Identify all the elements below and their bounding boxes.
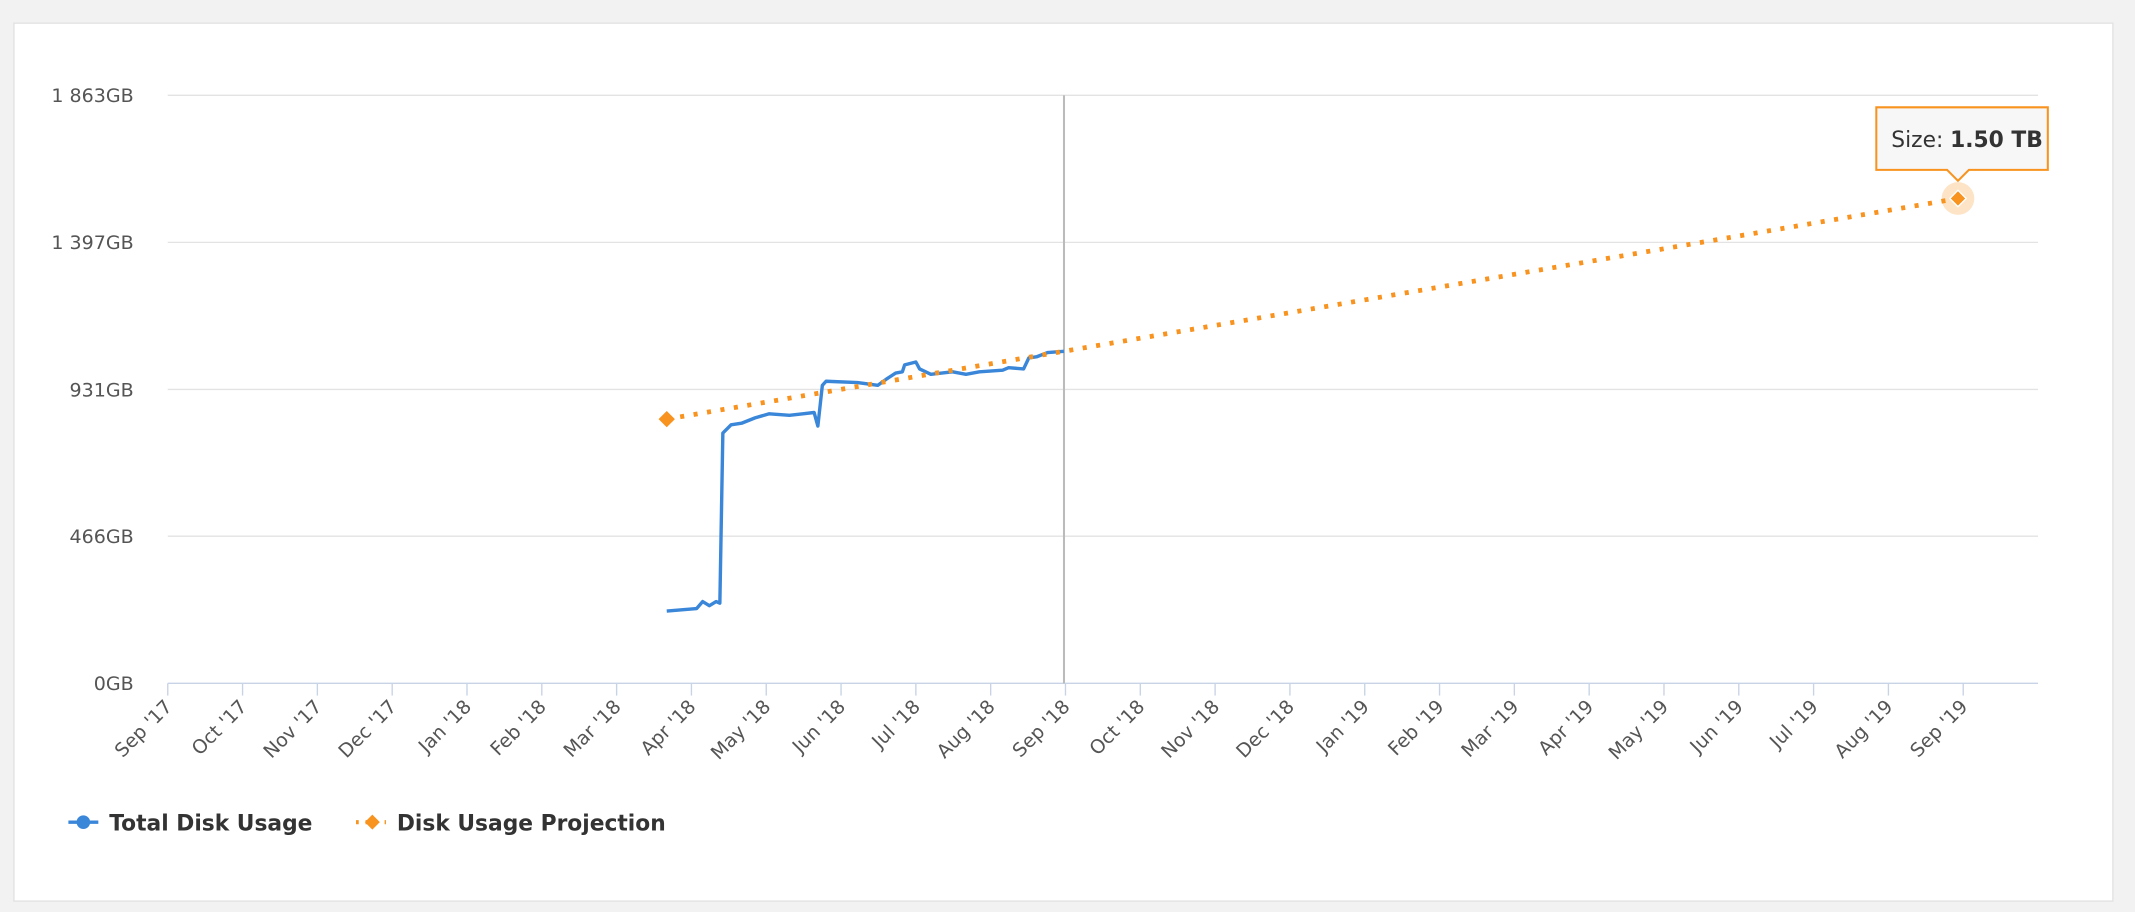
tooltip-text: Size: 1.50 TB (1891, 128, 2043, 153)
legend-marker (76, 815, 91, 829)
legend-label[interactable]: Disk Usage Projection (397, 811, 666, 836)
point-marker (1948, 189, 1968, 208)
series-line (666, 196, 1959, 422)
y-tick-label: 931GB (70, 379, 134, 401)
y-tick-label: 1 863GB (51, 85, 133, 107)
plot (658, 95, 1975, 684)
tooltip: Size: 1.50 TB (1875, 106, 2049, 183)
y-tick-label: 0GB (94, 673, 134, 695)
legend-label[interactable]: Total Disk Usage (109, 811, 312, 836)
series-line (666, 349, 1065, 613)
tooltip-box (1875, 106, 2049, 183)
tooltip-value: 1.50 TB (1950, 128, 2043, 153)
tooltip-label: Size: (1891, 128, 1943, 153)
y-tick-label: 1 397GB (51, 232, 133, 254)
point-marker (658, 410, 675, 428)
legend-marker (364, 814, 380, 830)
legend: Total Disk Usage Disk Usage Projection (68, 811, 666, 836)
y-tick-label: 466GB (70, 526, 134, 548)
